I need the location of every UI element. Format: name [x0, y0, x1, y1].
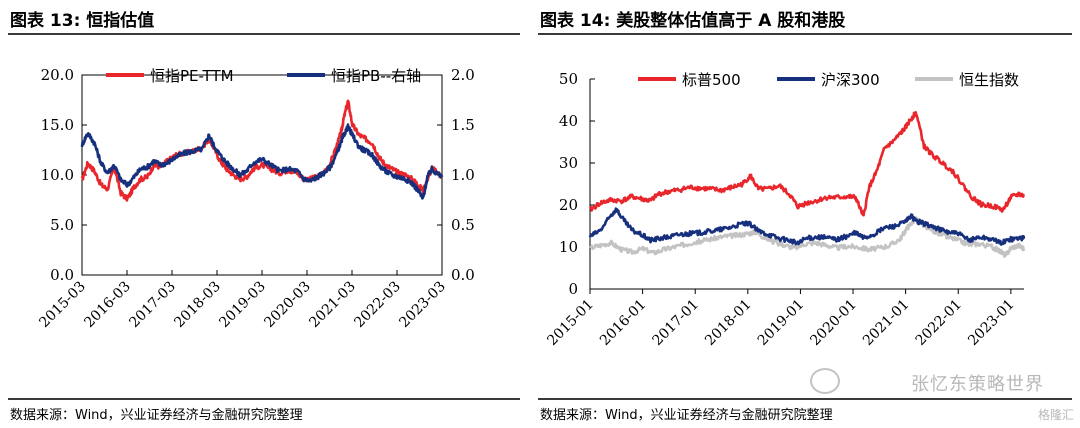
x-tick-label: 2017-01 — [650, 297, 702, 349]
wechat-logo-icon — [810, 368, 840, 394]
legend-label: 恒生指数 — [959, 71, 1019, 89]
x-tick-label: 2023-01 — [965, 297, 1017, 349]
x-tick-label: 2020-03 — [261, 279, 313, 331]
x-tick-label: 2016-03 — [81, 279, 133, 331]
y-left-tick-label: 10.0 — [41, 166, 74, 184]
y-right-tick-label: 1.5 — [451, 116, 475, 134]
y-left-tick-label: 5.0 — [50, 216, 74, 234]
y-right-tick-label: 0.0 — [451, 266, 475, 284]
right-panel-title: 图表 14: 美股整体估值高于 A 股和港股 — [540, 11, 846, 31]
y-left-tick-label: 15.0 — [41, 116, 74, 134]
series-line-hsi-pe-ttm — [80, 99, 443, 202]
x-tick-label: 2017-03 — [126, 279, 178, 331]
series-line-hsi-pb — [80, 123, 444, 200]
legend-label: 沪深300 — [821, 71, 880, 89]
legend-label: 恒指PE-TTM — [150, 67, 234, 85]
y-right-tick-label: 2.0 — [451, 66, 475, 84]
x-tick-label: 2021-01 — [860, 297, 912, 349]
x-tick-label: 2019-03 — [216, 279, 268, 331]
x-tick-label: 2015-03 — [36, 279, 88, 331]
left-panel: 图表 13: 恒指估值 0.0 5.0 10.0 15.0 20.0 0.0 0.5 1.0 1… — [0, 0, 528, 428]
y-tick-label: 0 — [568, 280, 578, 298]
watermark-text: 张忆东策略世界 — [911, 374, 1044, 395]
series-line-hang-seng — [589, 216, 1026, 258]
left-top-divider — [8, 33, 520, 35]
y-right-tick-label: 1.0 — [451, 166, 475, 184]
x-tick-label: 2023-03 — [396, 279, 448, 331]
x-tick-label: 2022-03 — [351, 279, 403, 331]
legend-label: 恒指PB--右轴 — [331, 67, 421, 85]
y-right-tick-label: 0.5 — [451, 216, 475, 234]
y-tick-label: 40 — [559, 112, 578, 130]
right-top-divider — [538, 33, 1072, 35]
left-source-note: 数据来源：Wind，兴业证券经济与金融研究院整理 — [10, 408, 303, 423]
right-bottom-divider — [538, 398, 1072, 400]
x-tick-label: 2022-01 — [913, 297, 965, 349]
series-line-csi300 — [588, 207, 1026, 246]
hsi-valuation-chart: 0.0 5.0 10.0 15.0 20.0 0.0 0.5 1.0 1.5 2.0 2015-03… — [36, 66, 475, 331]
right-panel: 图表 14: 美股整体估值高于 A 股和港股 0 10 20 30 40 50 2015-0… — [530, 0, 1080, 428]
y-tick-label: 30 — [559, 154, 578, 172]
left-panel-title: 图表 13: 恒指估值 — [10, 11, 155, 31]
watermark-logo: 格隆汇 — [1037, 408, 1074, 422]
x-tick-label: 2015-01 — [544, 297, 596, 349]
legend-label: 标普500 — [682, 71, 741, 89]
y-tick-label: 20 — [559, 196, 578, 214]
y-left-tick-label: 0.0 — [50, 266, 74, 284]
x-tick-label: 2019-01 — [755, 297, 807, 349]
x-tick-label: 2020-01 — [807, 297, 859, 349]
series-line-sp500 — [588, 111, 1026, 217]
x-tick-label: 2018-03 — [171, 279, 223, 331]
x-tick-label: 2016-01 — [597, 297, 649, 349]
right-source-note: 数据来源：Wind，兴业证券经济与金融研究院整理 — [540, 408, 833, 423]
x-tick-label: 2021-03 — [306, 279, 358, 331]
left-bottom-divider — [8, 398, 520, 400]
y-tick-label: 50 — [559, 70, 578, 88]
y-left-tick-label: 20.0 — [41, 66, 74, 84]
y-tick-label: 10 — [559, 238, 578, 256]
x-tick-label: 2018-01 — [702, 297, 754, 349]
